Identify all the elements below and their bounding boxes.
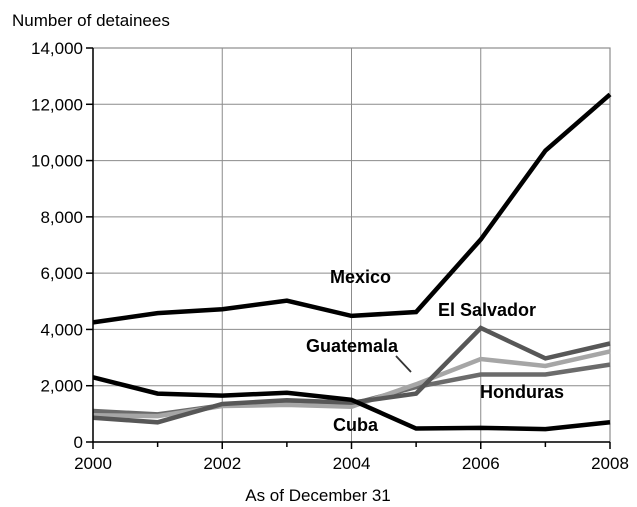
x-tick-label: 2008 [591,454,629,473]
series-lines [92,92,612,432]
tick-labels: 0 2,000 4,000 6,000 8,000 10,000 12,000 14,000 2… [31,39,629,473]
x-tick-label: 2002 [203,454,241,473]
series-line-cuba [92,375,611,432]
y-tick-label: 8,000 [40,208,83,227]
y-tick-label: 2,000 [40,377,83,396]
x-tick-label: 2006 [462,454,500,473]
label-guatemala: Guatemala [306,336,399,356]
series-line-el-salvador [92,325,611,425]
label-mexico: Mexico [330,267,391,287]
label-honduras: Honduras [480,382,564,402]
axes [86,47,611,449]
y-tick-label: 6,000 [40,264,83,283]
guatemala-pointer-line [395,355,412,373]
y-axis-title: Number of detainees [12,11,170,30]
x-axis-title: As of December 31 [245,486,391,505]
series-line-mexico [92,92,612,325]
label-el-salvador: El Salvador [438,300,536,320]
x-tick-label: 2000 [74,454,112,473]
label-cuba: Cuba [333,415,379,435]
y-tick-label: 14,000 [31,39,83,58]
series-labels: Mexico El Salvador Guatemala Honduras Cu… [306,267,564,435]
series-line-guatemala [92,349,611,419]
y-tick-label: 10,000 [31,152,83,171]
y-tick-label: 0 [74,433,83,452]
y-tick-label: 4,000 [40,320,83,339]
y-tick-label: 12,000 [31,95,83,114]
x-tick-label: 2004 [333,454,371,473]
